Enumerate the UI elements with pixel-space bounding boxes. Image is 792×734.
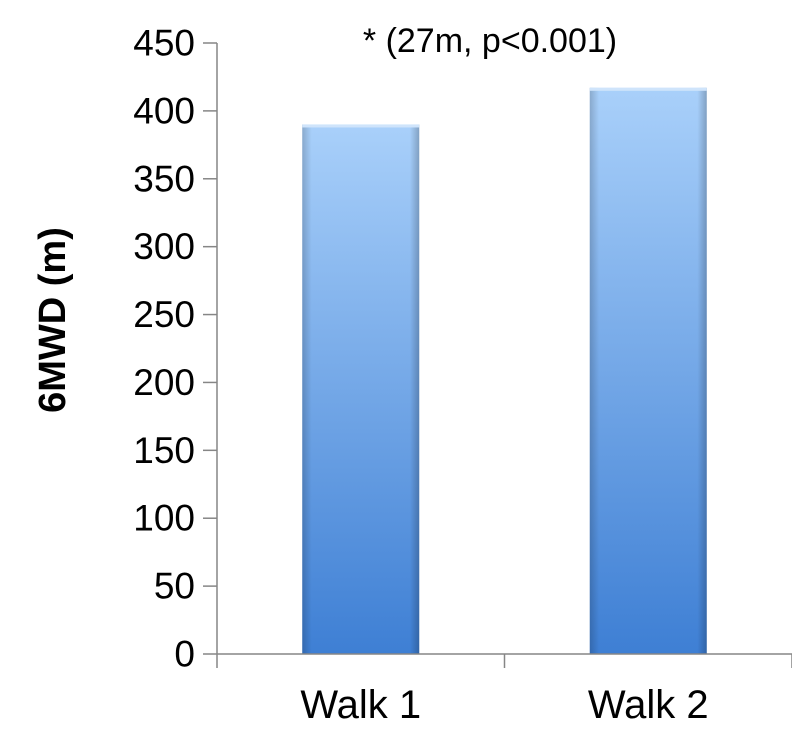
y-tick-label: 0 [174, 634, 195, 675]
y-tick-label: 150 [133, 430, 195, 471]
x-axis: Walk 1 Walk 2 [216, 653, 792, 727]
bar-top-highlight [302, 124, 420, 128]
significance-annotation: * (27m, p<0.001) [363, 22, 617, 60]
y-tick-label: 450 [133, 23, 195, 64]
bar-shading [589, 87, 707, 655]
y-tick-label: 50 [154, 566, 195, 607]
y-tick-label: 300 [133, 226, 195, 267]
y-tick-label: 200 [133, 362, 195, 403]
y-axis: 0 50 100 150 200 250 300 350 400 450 [133, 23, 218, 675]
y-tick-label: 350 [133, 158, 195, 199]
x-category-label: Walk 1 [300, 683, 421, 727]
y-tick-label: 400 [133, 90, 195, 131]
bars-group [302, 87, 707, 655]
bar-top-highlight [589, 87, 707, 91]
x-category-label: Walk 2 [588, 683, 709, 727]
bar [302, 124, 420, 654]
y-tick-label: 250 [133, 294, 195, 335]
y-axis-title: 6MWD (m) [32, 227, 74, 413]
y-tick-label: 100 [133, 498, 195, 539]
bar-shading [302, 124, 420, 654]
bar [589, 87, 707, 655]
